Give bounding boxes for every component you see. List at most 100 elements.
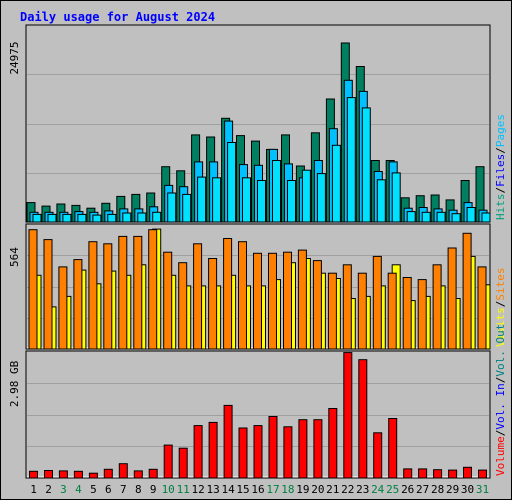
bar-pages bbox=[406, 211, 416, 223]
bar-sites bbox=[283, 251, 292, 350]
bar-pages bbox=[92, 214, 102, 223]
legend-entry: Vol. In bbox=[494, 383, 507, 429]
bar-volume bbox=[328, 408, 338, 479]
legend: Volume/Vol. In/Vol. Out bbox=[494, 324, 507, 476]
bar-volume bbox=[388, 418, 398, 479]
legend-entry: / bbox=[494, 147, 507, 154]
bar-sites bbox=[402, 277, 412, 350]
bar-sites bbox=[88, 241, 98, 350]
x-tick-label: 13 bbox=[206, 483, 219, 496]
legend-entry: Visits bbox=[494, 307, 507, 347]
x-tick-label: 28 bbox=[431, 483, 444, 496]
bar-volume bbox=[118, 463, 128, 479]
bar-pages bbox=[197, 176, 207, 223]
x-tick-label: 18 bbox=[281, 483, 294, 496]
bar-sites bbox=[268, 252, 277, 350]
bar-sites bbox=[103, 243, 113, 350]
x-tick-label: 26 bbox=[401, 483, 414, 496]
bar-volume bbox=[163, 444, 173, 479]
legend: Visits/Sites bbox=[494, 268, 507, 348]
bar-volume bbox=[178, 447, 188, 479]
bar-volume bbox=[358, 359, 368, 479]
x-tick-label: 29 bbox=[446, 483, 459, 496]
bar-pages bbox=[451, 213, 461, 223]
bar-volume bbox=[193, 425, 203, 479]
bar-pages bbox=[47, 213, 57, 223]
bar-sites bbox=[447, 247, 457, 350]
bar-sites bbox=[43, 239, 53, 350]
bar-pages bbox=[436, 211, 446, 223]
bar-sites bbox=[208, 258, 218, 350]
bar-volume bbox=[148, 468, 158, 479]
bar-volume bbox=[283, 426, 293, 479]
bar-volume bbox=[418, 468, 428, 479]
bar-pages bbox=[466, 207, 476, 223]
bar-sites bbox=[432, 264, 442, 350]
bar-pages bbox=[301, 169, 311, 223]
bar-pages bbox=[391, 172, 401, 223]
legend: Hits/Files/Pages bbox=[494, 114, 507, 220]
bar-pages bbox=[421, 211, 431, 223]
bar-volume bbox=[223, 404, 233, 479]
x-tick-label: 8 bbox=[135, 483, 142, 496]
bar-volume bbox=[343, 352, 353, 479]
bar-pages bbox=[227, 142, 237, 223]
bar-pages bbox=[62, 213, 72, 223]
x-tick-label: 11 bbox=[177, 483, 190, 496]
bar-volume bbox=[133, 470, 143, 479]
x-tick-label: 21 bbox=[326, 483, 339, 496]
legend-entry: Files bbox=[494, 154, 507, 187]
x-tick-labels: 1 2 3 4 5 6 7 8 9 10 11 12 13 14 15 16 17 18 19 20 21 22 23 24 2… bbox=[30, 483, 489, 496]
bar-pages bbox=[167, 192, 177, 223]
bar-sites bbox=[148, 229, 158, 350]
y-max-label: 24975 bbox=[8, 41, 21, 74]
bar-pages bbox=[107, 213, 117, 223]
bar-volume bbox=[29, 470, 38, 479]
y-max-label: 564 bbox=[8, 247, 21, 267]
x-tick-label: 3 bbox=[60, 483, 67, 496]
bar-volume bbox=[238, 427, 248, 479]
bar-sites bbox=[133, 235, 143, 350]
x-tick-label: 2 bbox=[45, 483, 52, 496]
bar-sites bbox=[327, 272, 337, 350]
bar-volume bbox=[313, 419, 323, 479]
x-tick-label: 20 bbox=[311, 483, 324, 496]
legend-entry: / bbox=[494, 377, 507, 384]
bar-pages bbox=[32, 213, 42, 223]
bar-sites bbox=[253, 252, 262, 350]
bar-pages bbox=[361, 107, 371, 223]
panel-visits-sites: 564 Visits/Sites bbox=[8, 223, 507, 350]
bar-pages bbox=[122, 212, 132, 223]
bar-volume bbox=[448, 469, 458, 479]
bar-sites bbox=[238, 241, 247, 350]
bar-sites bbox=[223, 238, 233, 350]
bar-volume bbox=[268, 416, 278, 479]
x-tick-label: 9 bbox=[150, 483, 157, 496]
x-tick-label: 7 bbox=[120, 483, 127, 496]
legend-entry: Volume bbox=[494, 436, 507, 476]
legend-entry: Sites bbox=[494, 268, 507, 301]
bar-volume bbox=[103, 468, 113, 479]
x-tick-label: 23 bbox=[356, 483, 369, 496]
legend-entry: Pages bbox=[494, 114, 507, 147]
bar-volume bbox=[44, 470, 53, 479]
bar-sites bbox=[372, 255, 382, 350]
x-tick-label: 25 bbox=[386, 483, 399, 496]
bar-volume bbox=[208, 421, 218, 479]
bar-sites bbox=[178, 262, 188, 350]
bar-sites bbox=[73, 259, 83, 350]
x-tick-label: 12 bbox=[191, 483, 204, 496]
x-tick-label: 27 bbox=[416, 483, 429, 496]
bar-sites bbox=[312, 260, 322, 350]
bar-pages bbox=[77, 213, 87, 223]
x-tick-label: 24 bbox=[371, 483, 385, 496]
legend-entry: / bbox=[494, 430, 507, 437]
x-tick-label: 10 bbox=[162, 483, 175, 496]
bar-sites bbox=[462, 232, 472, 350]
bar-sites bbox=[357, 272, 367, 350]
bar-volume bbox=[58, 470, 68, 479]
bar-pages bbox=[316, 173, 326, 223]
legend-entry: Hits bbox=[494, 194, 507, 221]
bar-sites bbox=[417, 279, 427, 350]
